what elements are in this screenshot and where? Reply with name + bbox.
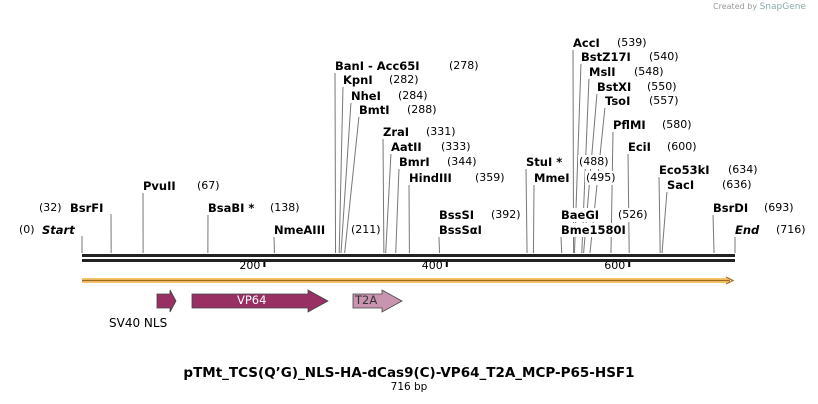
feature-t2a xyxy=(352,289,403,313)
ruler-tick-label: 400 xyxy=(421,259,443,272)
feature-sv40-nls xyxy=(156,289,177,313)
ruler-tick xyxy=(628,262,631,267)
enzyme-site-label[interactable]: HindIII xyxy=(408,171,453,185)
feature-label: SV40 NLS xyxy=(109,316,168,330)
enzyme-site-position: (0) xyxy=(18,223,36,237)
cut-site-line xyxy=(712,213,715,254)
backbone-top-strand xyxy=(82,254,735,257)
enzyme-site-label[interactable]: Start xyxy=(41,223,76,237)
enzyme-site-label[interactable]: MslI xyxy=(588,65,617,79)
enzyme-site-position: (495) xyxy=(585,171,617,185)
enzyme-site-position: (600) xyxy=(666,140,698,154)
cut-site-line xyxy=(661,190,668,254)
enzyme-site-label[interactable]: NheI xyxy=(350,89,382,103)
cut-site-line xyxy=(525,167,528,254)
enzyme-site-position: (488) xyxy=(578,155,610,169)
enzyme-site-label[interactable]: Eco53kI xyxy=(658,163,711,177)
enzyme-site-label[interactable]: StuI * xyxy=(525,155,564,169)
snapgene-credit: Created by SnapGene xyxy=(713,2,806,12)
enzyme-site-position: (636) xyxy=(721,178,753,192)
enzyme-site-label[interactable]: PvuII xyxy=(142,179,177,193)
orf-arrowhead xyxy=(725,276,735,285)
feature-vp64 xyxy=(191,289,329,313)
enzyme-site-label[interactable]: BmrI xyxy=(398,155,431,169)
feature-label: VP64 xyxy=(237,293,267,307)
backbone-bottom-strand xyxy=(82,259,735,262)
cut-site-line xyxy=(334,71,337,254)
enzyme-site-position: (359) xyxy=(474,171,506,185)
enzyme-site-position: (634) xyxy=(727,163,759,177)
enzyme-site-position: (557) xyxy=(648,94,680,108)
ruler-tick-label: 600 xyxy=(604,259,626,272)
cut-site-line xyxy=(395,167,400,254)
enzyme-site-position: (32) xyxy=(38,201,63,215)
feature-label: T2A xyxy=(355,293,378,307)
enzyme-site-position: (580) xyxy=(661,118,693,132)
ruler-tick-label: 200 xyxy=(239,259,261,272)
cut-site-line xyxy=(340,101,352,254)
enzyme-site-position: (211) xyxy=(350,223,382,237)
cut-site-line xyxy=(438,236,441,254)
enzyme-site-position: (284) xyxy=(397,89,429,103)
enzyme-site-label[interactable]: AatII xyxy=(390,140,423,154)
enzyme-site-label[interactable]: BanI - Acc65I xyxy=(334,59,421,73)
enzyme-site-label[interactable]: PflMI xyxy=(612,118,647,132)
enzyme-site-position: (288) xyxy=(406,103,438,117)
enzyme-site-label[interactable]: SacI xyxy=(666,178,696,192)
enzyme-site-position: (344) xyxy=(446,155,478,169)
enzyme-site-position: (716) xyxy=(775,223,807,237)
enzyme-site-position: (278) xyxy=(448,59,480,73)
enzyme-site-label[interactable]: End xyxy=(734,223,761,237)
enzyme-site-label[interactable]: BstZ17I xyxy=(580,50,632,64)
cut-site-line xyxy=(385,152,392,254)
enzyme-site-label[interactable]: BsaBI * xyxy=(207,201,256,215)
enzyme-site-label[interactable]: ZraI xyxy=(382,125,411,139)
plasmid-title: pTMt_TCS(Q’G)_NLS-HA-dCas9(C)-VP64_T2A_M… xyxy=(183,365,635,381)
enzyme-site-label-alt[interactable]: BssSαI xyxy=(438,223,483,237)
enzyme-site-label[interactable]: BsrFI xyxy=(69,201,105,215)
enzyme-site-position: (392) xyxy=(490,208,522,222)
enzyme-site-position: (526) xyxy=(617,208,649,222)
cut-site-line xyxy=(560,236,563,254)
enzyme-site-label-alt[interactable]: Bme1580I xyxy=(560,223,627,237)
snapgene-logo: SnapGene xyxy=(759,2,806,12)
enzyme-site-position: (67) xyxy=(196,179,221,193)
enzyme-site-position: (540) xyxy=(648,50,680,64)
enzyme-site-position: (693) xyxy=(763,201,795,215)
enzyme-site-position: (331) xyxy=(425,125,457,139)
ruler-tick xyxy=(445,262,448,267)
enzyme-site-label[interactable]: NmeAIII xyxy=(273,223,327,237)
cut-site-line xyxy=(658,175,661,254)
enzyme-site-position: (333) xyxy=(440,140,472,154)
enzyme-site-label[interactable]: BssSI xyxy=(438,208,476,222)
ruler-tick xyxy=(263,262,266,267)
enzyme-site-label[interactable]: BstXI xyxy=(596,80,633,94)
enzyme-site-label[interactable]: BsrDI xyxy=(712,201,750,215)
plasmid-size: 716 bp xyxy=(390,381,428,393)
enzyme-site-label[interactable]: TsoI xyxy=(604,94,632,108)
enzyme-site-position: (138) xyxy=(269,201,301,215)
enzyme-site-label[interactable]: EciI xyxy=(627,140,652,154)
cut-site-line xyxy=(344,115,360,254)
credit-prefix: Created by xyxy=(713,2,758,11)
cut-site-line xyxy=(532,183,535,254)
enzyme-site-label[interactable]: BaeGI xyxy=(560,208,601,222)
cut-site-line xyxy=(382,137,385,254)
cut-site-line xyxy=(627,152,630,254)
enzyme-site-label[interactable]: AccI xyxy=(572,36,601,50)
cut-site-line xyxy=(338,85,344,254)
enzyme-site-position: (539) xyxy=(616,36,648,50)
enzyme-site-position: (548) xyxy=(633,65,665,79)
enzyme-site-label[interactable]: KpnI xyxy=(342,73,374,87)
enzyme-site-label[interactable]: BmtI xyxy=(358,103,391,117)
enzyme-site-position: (282) xyxy=(388,73,420,87)
enzyme-site-position: (550) xyxy=(646,80,678,94)
enzyme-site-label[interactable]: MmeI xyxy=(533,171,571,185)
